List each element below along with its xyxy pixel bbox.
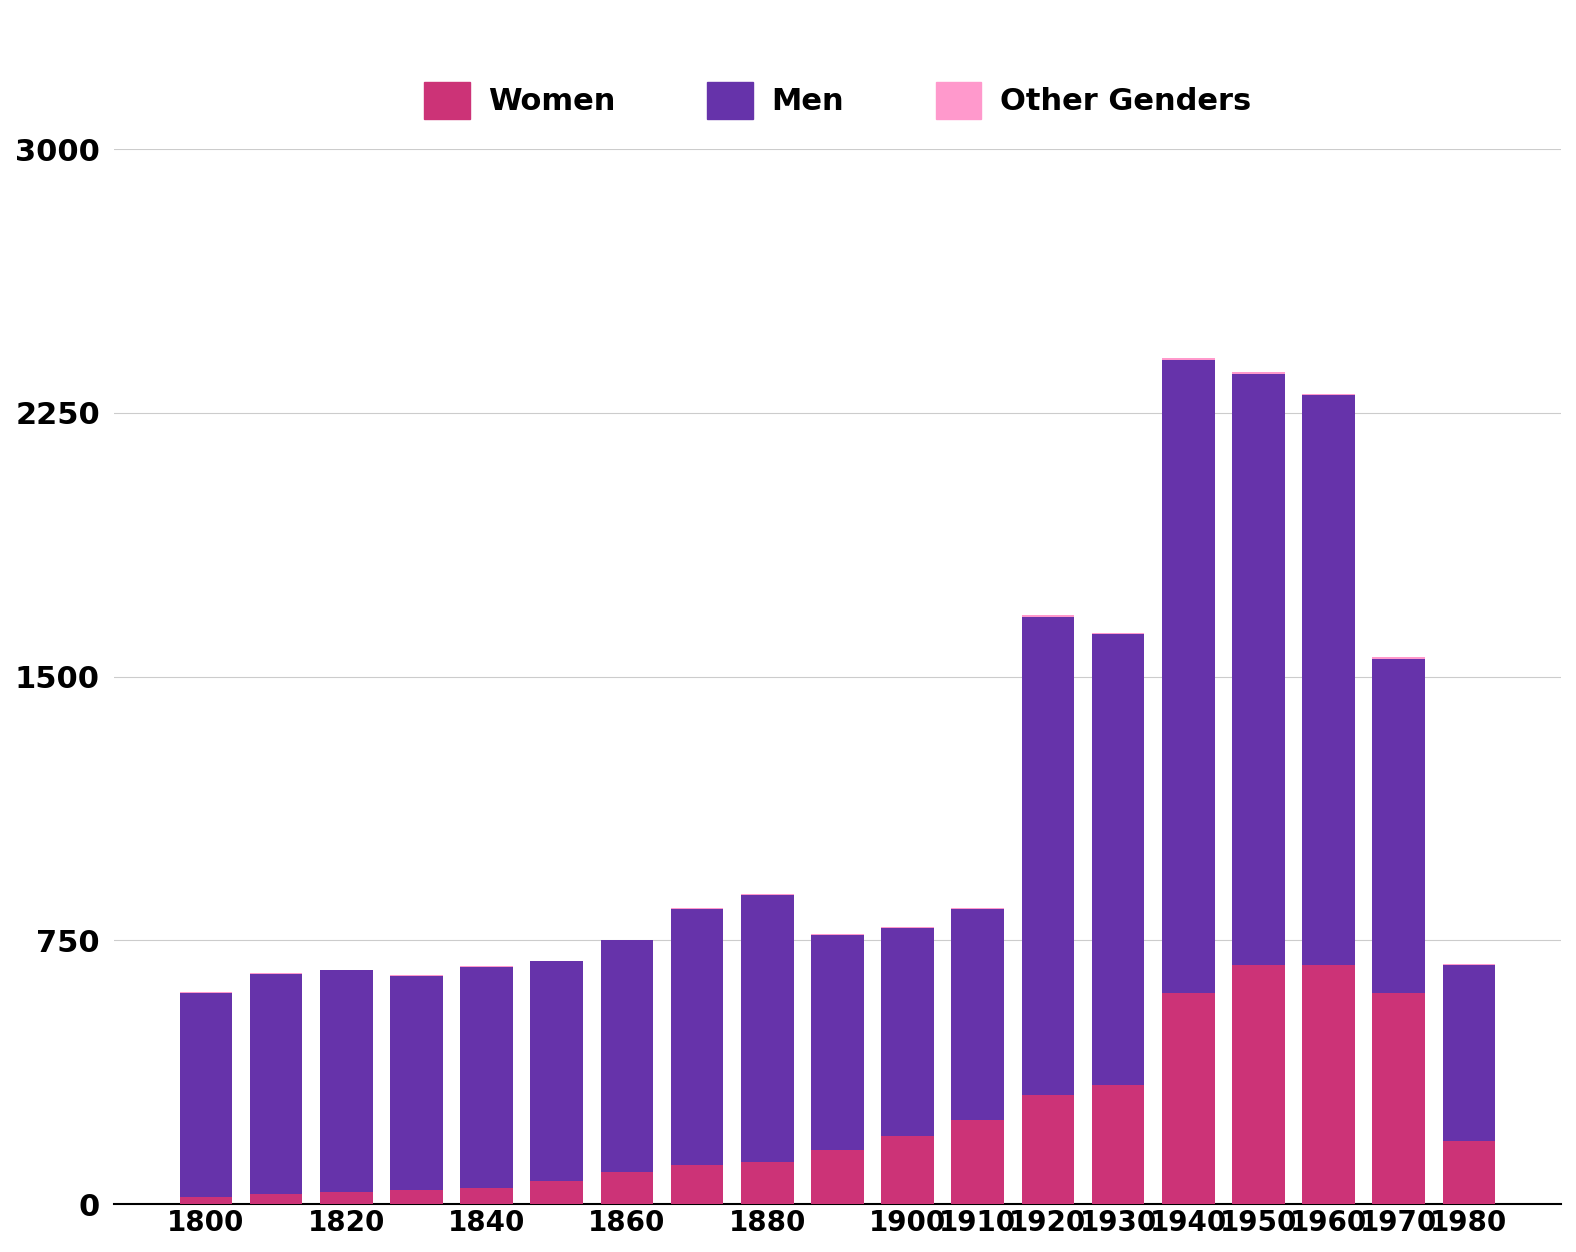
Bar <box>391 1191 443 1204</box>
Bar <box>1021 1096 1075 1204</box>
Bar <box>1021 615 1075 617</box>
Bar <box>600 1172 654 1204</box>
Bar <box>671 1166 723 1204</box>
Bar <box>1162 993 1215 1204</box>
Bar <box>1232 374 1284 965</box>
Bar <box>531 1182 583 1204</box>
Bar <box>1302 396 1355 965</box>
Bar <box>1373 657 1425 659</box>
Bar <box>460 967 512 1188</box>
Bar <box>1092 635 1144 1084</box>
Bar <box>1302 393 1355 396</box>
Bar <box>1442 1141 1496 1204</box>
Bar <box>320 970 372 1192</box>
Bar <box>1442 965 1496 1141</box>
Bar <box>1162 358 1215 361</box>
Bar <box>391 975 443 1191</box>
Bar <box>741 1162 794 1204</box>
Bar <box>600 940 654 1172</box>
Bar <box>1021 617 1075 1096</box>
Bar <box>671 909 723 1166</box>
Bar <box>952 909 1004 1119</box>
Bar <box>251 974 303 1193</box>
Bar <box>881 1136 935 1204</box>
Bar <box>1373 659 1425 993</box>
Bar <box>1232 372 1284 374</box>
Bar <box>1302 965 1355 1204</box>
Bar <box>1232 965 1284 1204</box>
Bar <box>251 1193 303 1204</box>
Bar <box>1162 361 1215 993</box>
Bar <box>812 1149 864 1204</box>
Bar <box>1373 993 1425 1204</box>
Bar <box>1092 1084 1144 1204</box>
Bar <box>812 935 864 1149</box>
Bar <box>460 1188 512 1204</box>
Bar <box>531 962 583 1182</box>
Bar <box>881 928 935 1136</box>
Legend: Women, Men, Other Genders: Women, Men, Other Genders <box>411 69 1264 131</box>
Bar <box>952 1119 1004 1204</box>
Bar <box>320 1192 372 1204</box>
Bar <box>1092 632 1144 635</box>
Bar <box>180 1197 232 1204</box>
Bar <box>741 895 794 1162</box>
Bar <box>180 993 232 1197</box>
